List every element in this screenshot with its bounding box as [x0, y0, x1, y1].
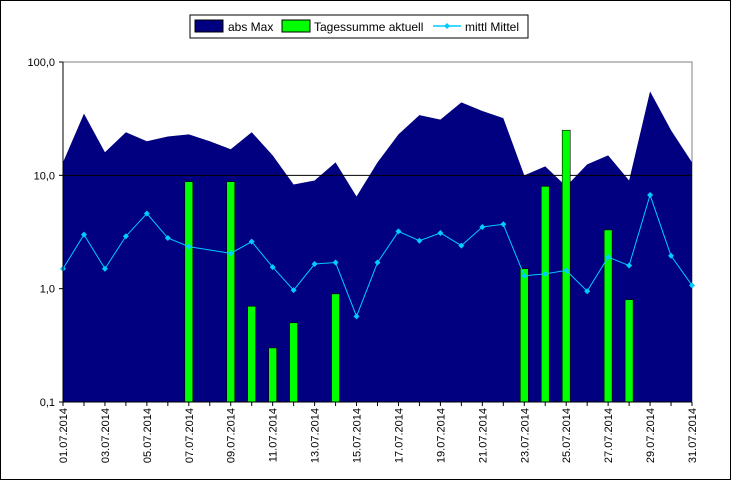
- bar-tagessumme: [268, 347, 277, 403]
- bar-tagessumme: [624, 299, 634, 403]
- legend-label-mittel: mittl Mittel: [465, 20, 519, 34]
- x-tick-label: 29.07.2014: [645, 408, 657, 463]
- x-tick-label: 23.07.2014: [519, 408, 531, 463]
- x-tick-label: 13.07.2014: [310, 408, 322, 463]
- legend-swatch-tagessumme: [281, 19, 311, 33]
- y-tick-label: 100,0: [27, 57, 55, 69]
- point-mittl-mittel: [164, 234, 171, 241]
- point-mittl-mittel: [101, 265, 108, 272]
- bar-tagessumme: [540, 186, 550, 403]
- x-tick-label: 25.07.2014: [561, 408, 573, 463]
- point-mittl-mittel: [563, 267, 570, 274]
- point-mittl-mittel: [668, 252, 675, 259]
- legend-swatch-abs-max: [194, 19, 224, 33]
- point-mittl-mittel: [689, 282, 695, 289]
- bar-tagessumme: [519, 268, 529, 403]
- bar-tagessumme: [226, 181, 236, 403]
- point-mittl-mittel: [248, 238, 255, 245]
- x-tick-label: 31.07.2014: [687, 408, 699, 463]
- legend-label-abs-max: abs Max: [228, 20, 273, 34]
- bar-tagessumme: [247, 305, 256, 403]
- point-mittl-mittel: [437, 229, 444, 236]
- point-mittl-mittel: [227, 250, 234, 257]
- point-mittl-mittel: [521, 272, 528, 279]
- x-tick-label: 01.07.2014: [58, 408, 70, 463]
- legend: abs Max Tagessumme aktuell mittl Mittel: [189, 14, 529, 39]
- point-mittl-mittel: [500, 221, 507, 228]
- legend-label-tagessumme: Tagessumme aktuell: [314, 20, 423, 34]
- point-mittl-mittel: [185, 243, 192, 250]
- bar-tagessumme: [184, 181, 194, 403]
- point-mittl-mittel: [584, 288, 591, 295]
- point-mittl-mittel: [416, 237, 423, 244]
- point-mittl-mittel: [269, 264, 276, 271]
- y-tick-label: 0,1: [40, 397, 55, 409]
- plot-area: 0,1 1,0 10,0 100,0 01.07.2014 03.07.2014 05.07…: [27, 57, 699, 463]
- point-mittl-mittel: [332, 259, 339, 266]
- line-mittl-mittel: [62, 193, 693, 318]
- x-tick-label: 17.07.2014: [393, 408, 405, 463]
- point-mittl-mittel: [395, 228, 402, 235]
- point-mittl-mittel: [458, 242, 465, 249]
- point-mittl-mittel: [542, 270, 549, 277]
- y-tick-label: 10,0: [34, 170, 55, 182]
- bar-tagessumme: [289, 322, 298, 403]
- point-mittl-mittel: [353, 313, 360, 320]
- x-tick-label: 07.07.2014: [184, 408, 196, 463]
- x-tick-label: 03.07.2014: [100, 408, 112, 463]
- area-abs-max: [63, 91, 692, 403]
- x-tick-label: 27.07.2014: [603, 408, 615, 463]
- legend-box: [189, 14, 529, 39]
- x-tick-label: 21.07.2014: [477, 408, 489, 463]
- point-mittl-mittel: [374, 259, 381, 266]
- legend-marker-mittel: [444, 23, 450, 29]
- point-mittl-mittel: [80, 231, 87, 238]
- point-mittl-mittel: [479, 224, 486, 231]
- point-mittl-mittel: [290, 287, 297, 294]
- x-tick-label: 11.07.2014: [268, 408, 280, 462]
- x-tick-label: 15.07.2014: [352, 408, 364, 463]
- point-mittl-mittel: [143, 210, 150, 217]
- point-mittl-mittel: [626, 262, 633, 269]
- bar-tagessumme: [331, 293, 340, 403]
- x-tick-label: 19.07.2014: [435, 408, 447, 463]
- point-mittl-mittel: [647, 192, 654, 199]
- x-tick-label: 05.07.2014: [142, 408, 154, 463]
- point-mittl-mittel: [605, 254, 612, 261]
- bar-tagessumme: [561, 129, 571, 403]
- y-tick-label: 1,0: [40, 284, 55, 296]
- x-tick-label: 09.07.2014: [226, 408, 238, 463]
- point-mittl-mittel: [122, 233, 129, 240]
- point-mittl-mittel: [311, 261, 318, 268]
